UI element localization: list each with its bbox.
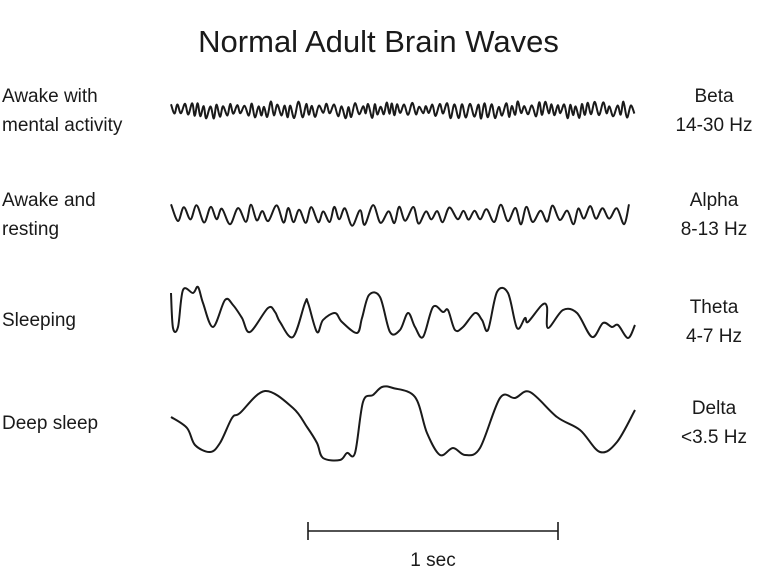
scale-bar: [307, 522, 559, 540]
scale-bar-label: 1 sec: [410, 550, 456, 571]
alpha-state-line2: resting: [2, 219, 60, 240]
alpha-wave: [170, 203, 630, 227]
beta-state-line1: Awake with: [2, 86, 98, 107]
beta-wave: [170, 100, 636, 120]
delta-name: Delta: [691, 398, 737, 419]
delta-wave: [170, 385, 636, 462]
delta-band-label: Delta <3.5 Hz: [668, 394, 757, 452]
alpha-name: Alpha: [689, 190, 739, 211]
delta-range: <3.5 Hz: [680, 427, 747, 448]
beta-state-line2: mental activity: [2, 115, 123, 136]
theta-wave: [170, 285, 636, 340]
delta-state-label: Deep sleep: [2, 413, 99, 434]
theta-band-label: Theta 4-7 Hz: [668, 293, 757, 351]
theta-name: Theta: [689, 297, 739, 318]
alpha-state-label: Awake and resting: [2, 186, 96, 244]
alpha-band-label: Alpha 8-13 Hz: [668, 186, 757, 244]
diagram-title: Normal Adult Brain Waves: [198, 24, 559, 59]
theta-state-label: Sleeping: [2, 310, 76, 331]
beta-name: Beta: [694, 86, 734, 107]
alpha-range: 8-13 Hz: [680, 219, 748, 240]
beta-range: 14-30 Hz: [675, 115, 753, 136]
alpha-state-line1: Awake and: [2, 190, 96, 211]
beta-state-label: Awake with mental activity: [2, 82, 122, 140]
theta-range: 4-7 Hz: [686, 326, 742, 347]
beta-band-label: Beta 14-30 Hz: [668, 82, 757, 140]
